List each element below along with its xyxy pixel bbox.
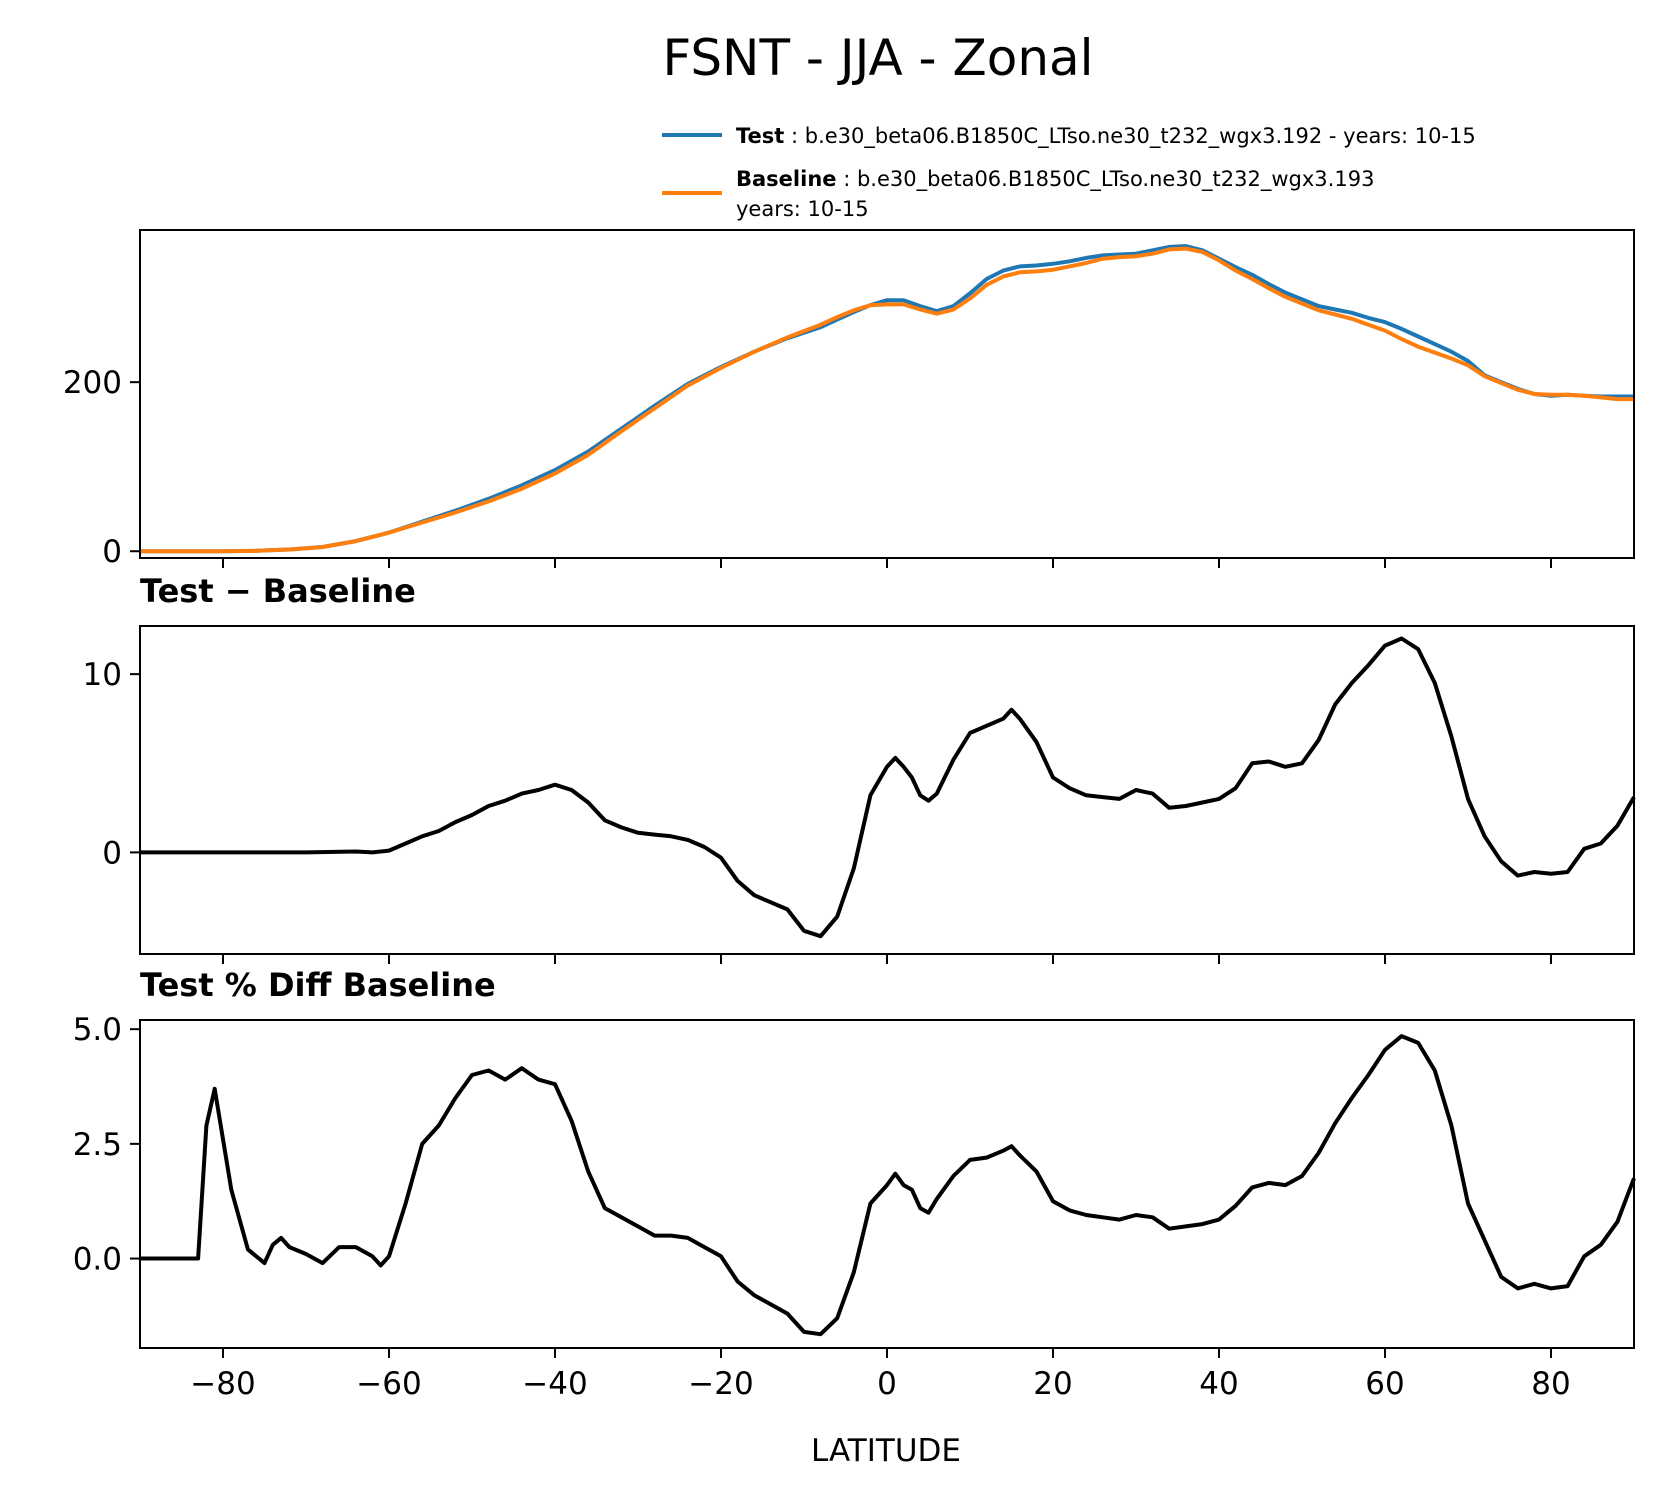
series-line-test <box>140 244 1634 554</box>
panel-3: −80 −60 −40 −20 0 20 40 60 80 0.0 2.5 5.0 Test % Dif… <box>73 966 1636 1402</box>
figure-title: FSNT - JJA - Zonal <box>662 29 1093 87</box>
x-tick-label-80: 80 <box>1531 1366 1570 1402</box>
x-axis-label: LATITUDE <box>811 1433 961 1469</box>
panel-title-2: Test − Baseline <box>140 572 416 610</box>
series-line-panel-3 <box>140 1034 1636 1337</box>
legend-entry-baseline: Baseline : b.e30_beta06.B1850C_LTso.ne30… <box>736 167 1374 192</box>
y-tick-label-1-0: 0 <box>102 534 122 570</box>
x-tick-label-40: 40 <box>1199 1366 1238 1402</box>
y-tick-label-3-5: 5.0 <box>73 1012 122 1048</box>
y-tick-label-3-2.5: 2.5 <box>73 1127 122 1163</box>
legend-entry-test: Test : b.e30_beta06.B1850C_LTso.ne30_t23… <box>736 124 1476 149</box>
plot-frame-2 <box>139 625 1635 955</box>
x-tick-label-60: 60 <box>1365 1366 1404 1402</box>
panel-title-3: Test % Diff Baseline <box>140 966 496 1004</box>
y-tick-label-2-0: 0 <box>102 835 122 871</box>
plot-frame-1 <box>139 229 1635 559</box>
legend-text-baseline: : b.e30_beta06.B1850C_LTso.ne30_t232_wgx… <box>837 167 1375 192</box>
x-tick-label-40: −40 <box>522 1366 587 1402</box>
legend: Test : b.e30_beta06.B1850C_LTso.ne30_t23… <box>662 124 1476 221</box>
legend-label-test: Test <box>736 124 784 148</box>
x-tick-label-20: 20 <box>1033 1366 1072 1402</box>
legend-text-test: : b.e30_beta06.B1850C_LTso.ne30_t232_wgx… <box>784 124 1475 149</box>
series-line-baseline <box>140 246 1634 554</box>
panels: 0 200 0 10 Test − Baseline −80 −60 −40 −20 0 20 40 6… <box>63 229 1636 1402</box>
y-tick-label-1-200: 200 <box>63 365 122 401</box>
panel-2: 0 10 Test − Baseline <box>83 572 1636 964</box>
legend-text2-baseline: years: 10-15 <box>736 197 869 221</box>
x-tick-label-80: −80 <box>190 1366 255 1402</box>
panel-1: 0 200 <box>63 229 1635 570</box>
y-tick-label-2-10: 10 <box>83 657 122 693</box>
legend-label-baseline: Baseline <box>736 167 837 191</box>
x-tick-label-60: −60 <box>356 1366 421 1402</box>
y-tick-label-3-0: 0.0 <box>73 1242 122 1278</box>
x-tick-label-0: 0 <box>877 1366 897 1402</box>
x-tick-label-20: −20 <box>688 1366 753 1402</box>
series-line-panel-2 <box>140 636 1636 939</box>
